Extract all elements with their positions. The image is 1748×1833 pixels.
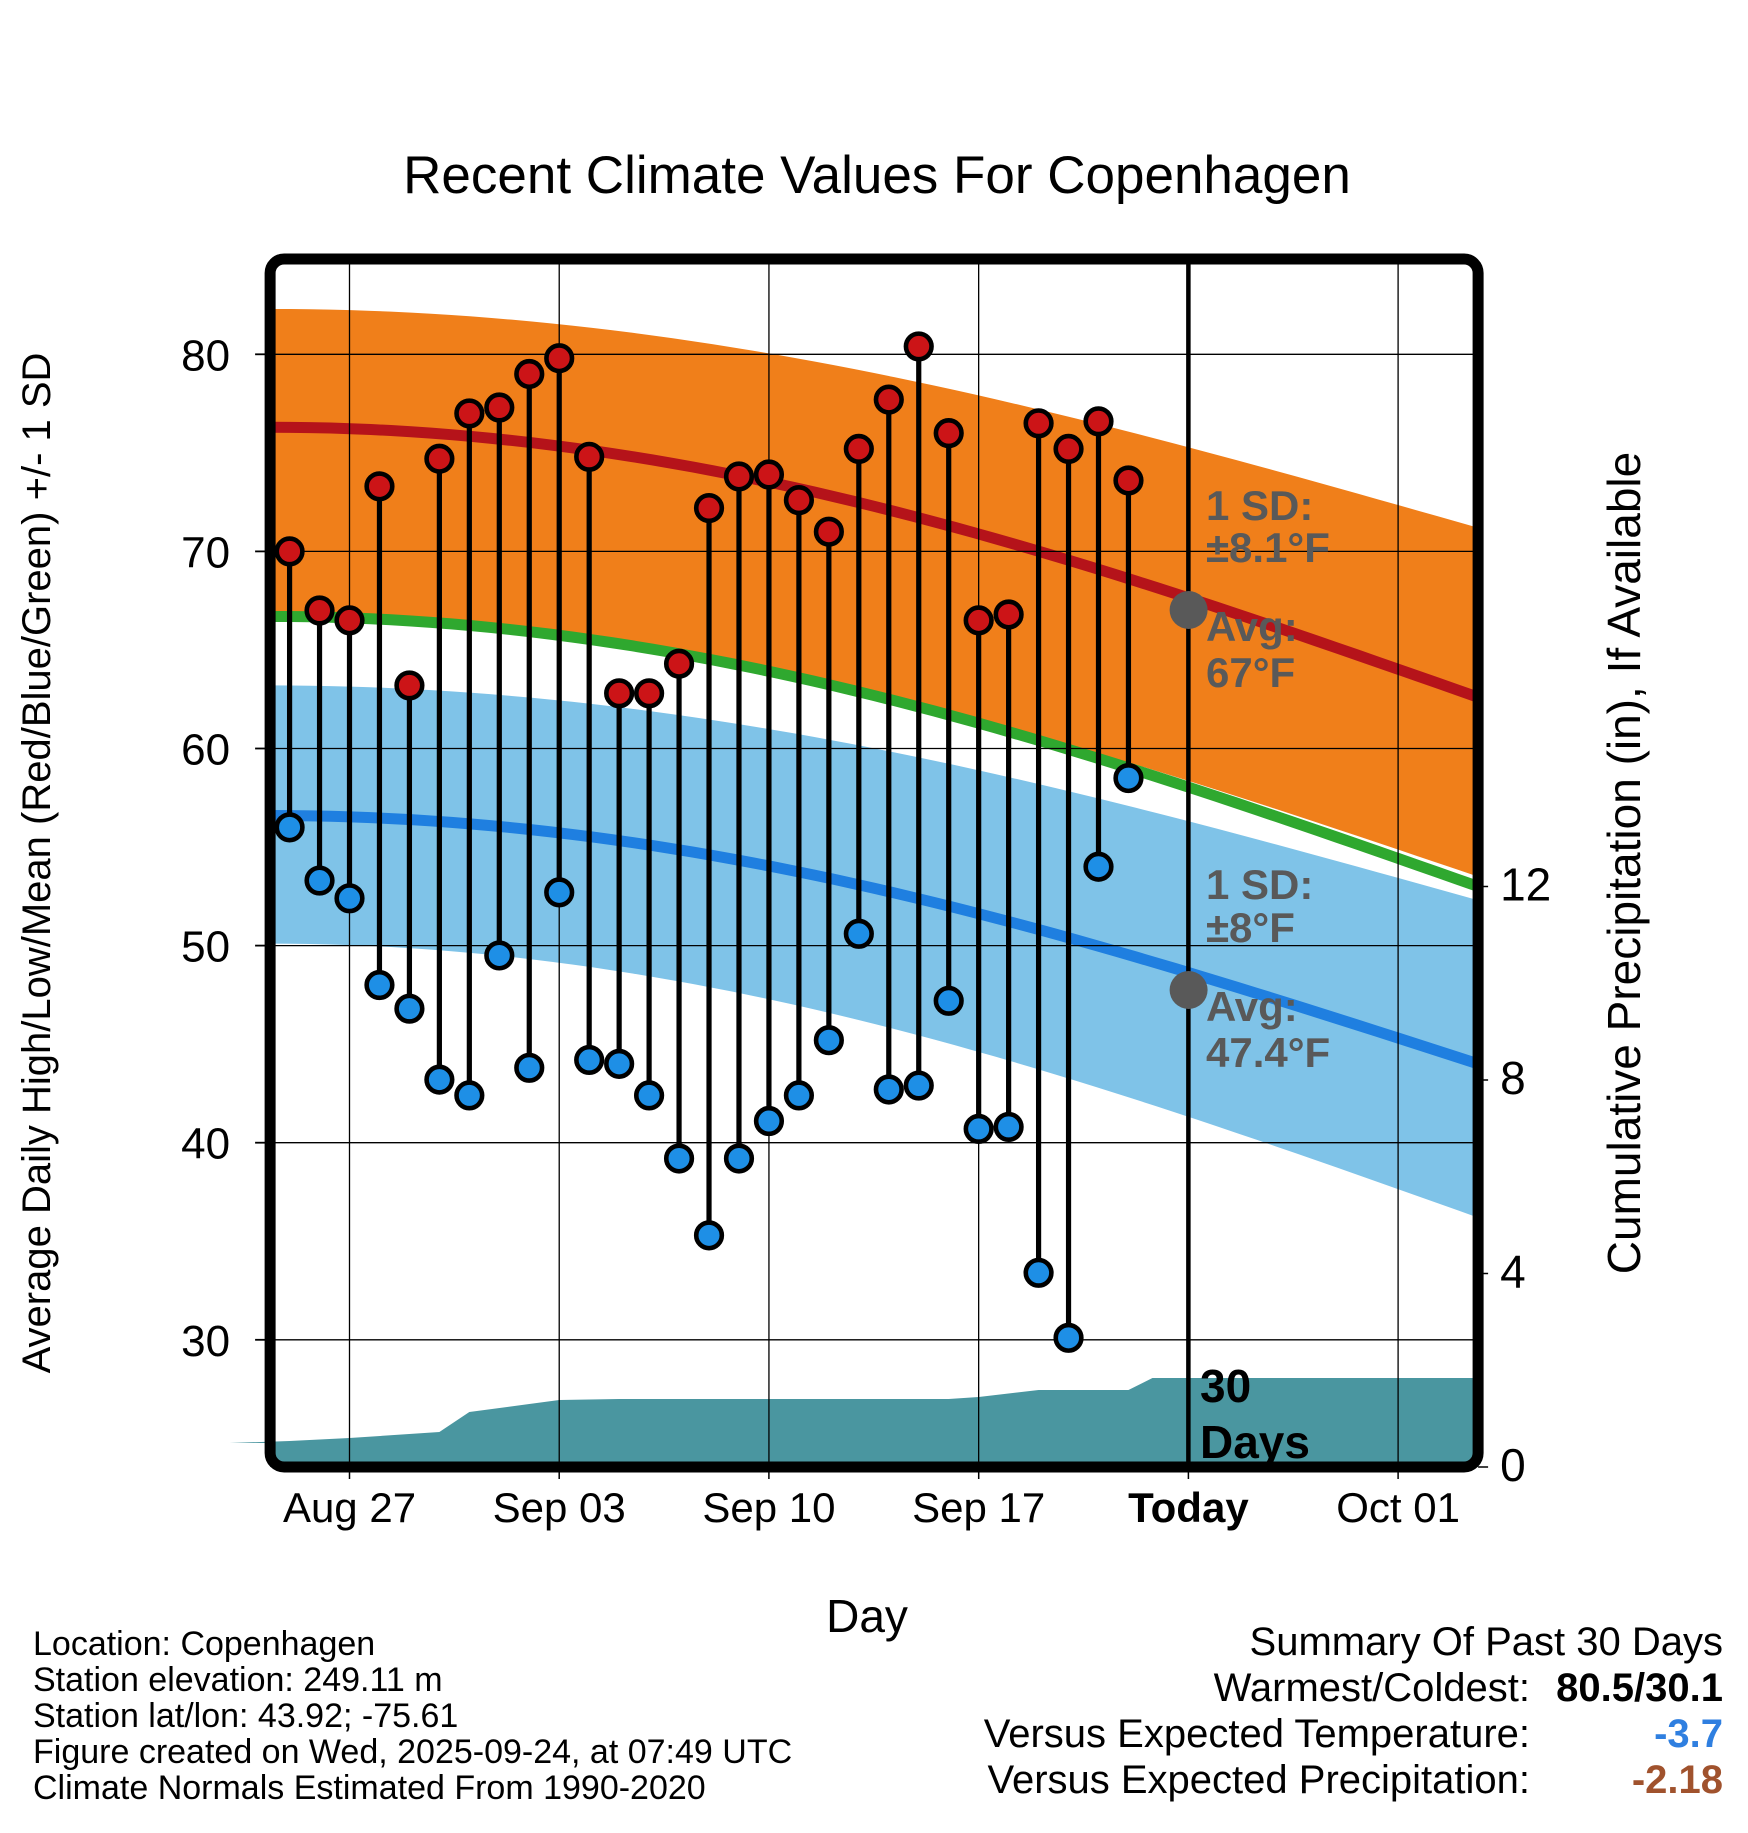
svg-text:Oct 01: Oct 01 [1336, 1484, 1460, 1531]
svg-text:50: 50 [181, 923, 230, 972]
svg-text:1 SD:: 1 SD: [1206, 482, 1313, 529]
svg-text:Climate Normals Estimated From: Climate Normals Estimated From 1990-2020 [33, 1769, 706, 1807]
svg-text:4: 4 [1500, 1246, 1526, 1298]
svg-text:Station elevation: 249.11 m: Station elevation: 249.11 m [33, 1661, 443, 1699]
svg-text:70: 70 [181, 528, 230, 577]
svg-text:Day: Day [826, 1590, 908, 1642]
svg-text:0: 0 [1500, 1439, 1526, 1491]
svg-text:Today: Today [1128, 1484, 1249, 1531]
svg-text:Aug 27: Aug 27 [283, 1484, 416, 1531]
svg-text:Versus Expected Precipitation:: Versus Expected Precipitation: [987, 1758, 1530, 1802]
svg-text:60: 60 [181, 726, 230, 775]
svg-text:Summary Of Past 30 Days: Summary Of Past 30 Days [1250, 1620, 1723, 1664]
svg-text:Avg:: Avg: [1206, 603, 1298, 650]
svg-text:30: 30 [181, 1317, 230, 1366]
svg-text:80.5/30.1: 80.5/30.1 [1556, 1666, 1723, 1710]
svg-text:Days: Days [1200, 1416, 1310, 1468]
svg-text:1 SD:: 1 SD: [1206, 861, 1313, 908]
svg-text:67°F: 67°F [1206, 649, 1295, 696]
svg-text:-3.7: -3.7 [1654, 1712, 1723, 1756]
svg-text:Sep 10: Sep 10 [702, 1484, 835, 1531]
svg-text:Station lat/lon: 43.92; -75.61: Station lat/lon: 43.92; -75.61 [33, 1697, 458, 1735]
svg-text:47.4°F: 47.4°F [1206, 1029, 1330, 1076]
svg-text:40: 40 [181, 1120, 230, 1169]
svg-text:30: 30 [1200, 1360, 1251, 1412]
svg-text:Location: Copenhagen: Location: Copenhagen [33, 1625, 375, 1663]
svg-text:Figure created on Wed, 2025-09: Figure created on Wed, 2025-09-24, at 07… [33, 1733, 792, 1771]
svg-text:80: 80 [181, 331, 230, 380]
svg-text:Cumulative Precipitation (in),: Cumulative Precipitation (in), If Availa… [1598, 452, 1650, 1274]
svg-text:Sep 03: Sep 03 [493, 1484, 626, 1531]
svg-text:-2.18: -2.18 [1632, 1758, 1723, 1802]
svg-text:Sep 17: Sep 17 [912, 1484, 1045, 1531]
svg-text:Recent Climate Values For Cope: Recent Climate Values For Copenhagen [403, 146, 1351, 205]
svg-text:Average Daily High/Low/Mean (R: Average Daily High/Low/Mean (Red/Blue/Gr… [15, 353, 59, 1374]
svg-text:Versus Expected Temperature:: Versus Expected Temperature: [984, 1712, 1530, 1756]
svg-text:12: 12 [1500, 859, 1551, 911]
svg-text:Warmest/Coldest:: Warmest/Coldest: [1214, 1666, 1530, 1710]
svg-text:±8.1°F: ±8.1°F [1206, 524, 1330, 571]
svg-text:8: 8 [1500, 1052, 1526, 1104]
svg-text:Avg:: Avg: [1206, 983, 1298, 1030]
svg-text:±8°F: ±8°F [1206, 904, 1295, 951]
